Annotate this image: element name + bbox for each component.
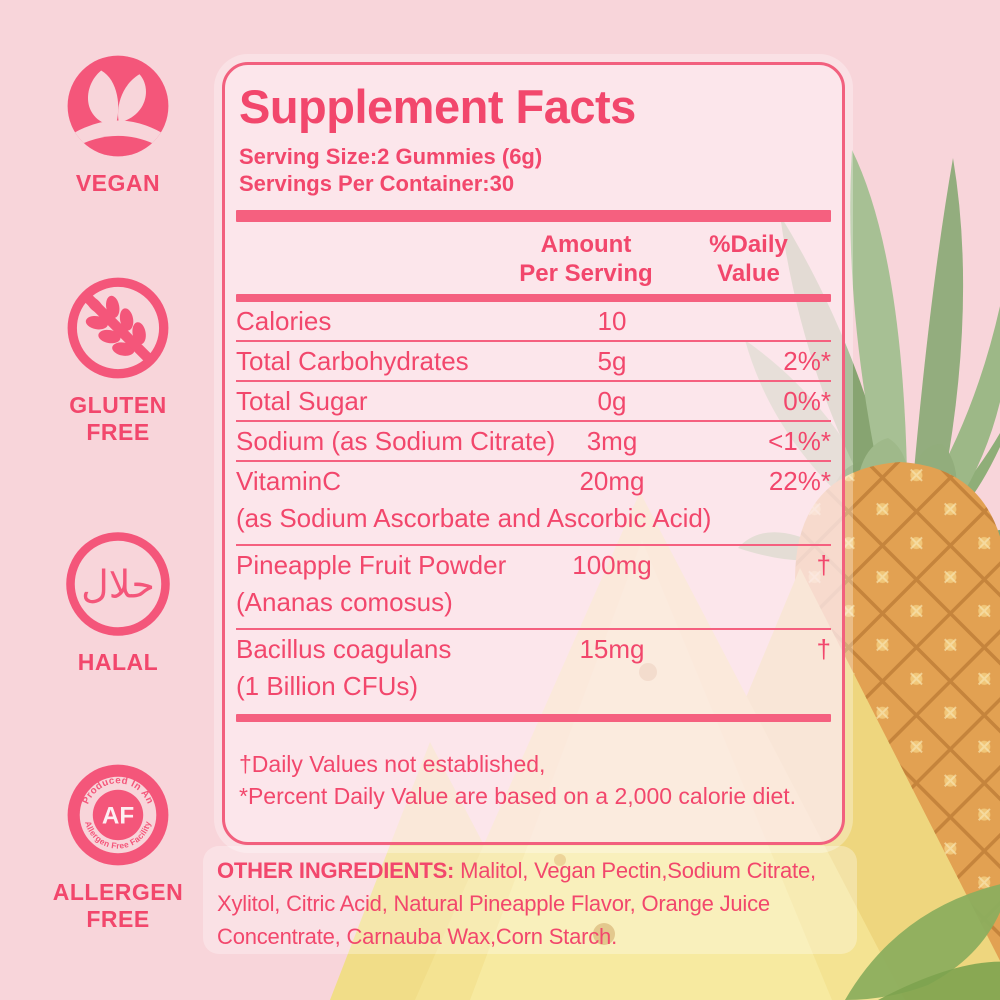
allergen-free-seal-icon: Produced In An Allergen Free Facility AF: [67, 764, 169, 866]
nutrient-amount: 5g: [597, 346, 627, 376]
badge-allergen-free: Produced In An Allergen Free Facility AF…: [33, 759, 203, 933]
header-spacer: [236, 230, 506, 288]
nutrient-amount: 0g: [597, 386, 627, 416]
nutrient-name: Calories: [236, 306, 332, 336]
header-daily-value: %Daily Value: [666, 230, 831, 288]
nutrient-daily-value: 0%*: [783, 386, 831, 416]
badge-vegan: VEGAN: [33, 50, 203, 197]
badge-allergen-free-line1: ALLERGEN: [52, 879, 184, 905]
nutrient-daily-value: †: [816, 550, 831, 580]
badge-halal-label: HALAL: [77, 649, 159, 675]
nutrient-name: Bacillus coagulans: [236, 634, 452, 664]
badge-allergen-free-line2: FREE: [86, 906, 150, 932]
nutrient-row: Pineapple Fruit Powder (Ananas comosus) 10…: [236, 546, 831, 630]
nutrient-daily-value: 2%*: [783, 346, 831, 376]
serving-info: Serving Size:2 Gummies (6g) Servings Per…: [239, 143, 842, 197]
pineapple-leaf: [845, 884, 1000, 1000]
divider-bar-top: [236, 210, 831, 222]
other-ingredients-label: OTHER INGREDIENTS:: [217, 858, 455, 883]
nutrient-row: Bacillus coagulans (1 Billion CFUs) 15mg †: [236, 630, 831, 714]
header-amount-line2: Per Serving: [519, 260, 653, 287]
supplement-facts-panel: Supplement Facts Serving Size:2 Gummies …: [222, 62, 845, 845]
badge-gluten-free-label: GLUTEN FREE: [33, 392, 203, 446]
nutrient-row: Total Sugar 0g 0%*: [236, 382, 831, 422]
seal-center-text: AF: [102, 802, 134, 829]
nutrient-name: VitaminC: [236, 466, 342, 496]
footnote-percent: *Percent Daily Value are based on a 2,00…: [239, 783, 797, 809]
badge-halal: حلال HALAL: [33, 527, 203, 676]
nutrient-row: Calories 10: [236, 302, 831, 342]
nutrient-daily-value: <1%*: [768, 426, 831, 456]
nutrient-row: Sodium (as Sodium Citrate) 3mg <1%*: [236, 422, 831, 462]
servings-per-container: Servings Per Container:30: [239, 171, 515, 196]
header-amount: Amount Per Serving: [506, 230, 666, 288]
panel-title: Supplement Facts: [239, 80, 636, 133]
badge-gluten-free-line2: FREE: [86, 419, 150, 445]
nutrient-name: Total Sugar: [236, 386, 368, 416]
nutrient-daily-value: †: [816, 634, 831, 664]
divider-bar-bottom: [236, 714, 831, 722]
halal-arabic-text: حلال: [81, 562, 155, 606]
nutrient-row: VitaminC (as Sodium Ascorbate and Ascorbi…: [236, 462, 831, 546]
nutrient-amount: 3mg: [586, 426, 638, 456]
leaf-sprout-icon: [67, 55, 169, 157]
nutrient-amount: 20mg: [579, 466, 645, 496]
nutrient-subname: (1 Billion CFUs): [236, 671, 419, 701]
footnote-daily-values: †Daily Values not established,: [239, 751, 546, 777]
nutrient-row: Total Carbohydrates 5g 2%*: [236, 342, 831, 382]
other-ingredients-text: OTHER INGREDIENTS: Malitol, Vegan Pectin…: [217, 854, 847, 953]
table-header: Amount Per Serving %Daily Value: [236, 230, 831, 288]
nutrient-daily-value: 22%*: [768, 466, 831, 496]
nutrient-amount: 15mg: [579, 634, 645, 664]
header-amount-line1: Amount: [540, 231, 632, 258]
halal-ring-icon: حلال: [66, 532, 170, 636]
other-ingredients-card: OTHER INGREDIENTS: Malitol, Vegan Pectin…: [203, 846, 857, 954]
other-ingredients-list: Malitol, Vegan Pectin,Sodium Citrate, Xy…: [217, 858, 816, 949]
header-dv-line1: %Daily: [709, 231, 788, 258]
nutrient-subname: (as Sodium Ascorbate and Ascorbic Acid): [236, 503, 712, 533]
nutrient-amount: 100mg: [572, 550, 652, 580]
nutrient-name: Pineapple Fruit Powder: [236, 550, 507, 580]
nutrient-name: Total Carbohydrates: [236, 346, 469, 376]
serving-size: Serving Size:2 Gummies (6g): [239, 144, 543, 169]
badge-allergen-free-label: ALLERGEN FREE: [33, 879, 203, 933]
nutrient-name: Sodium (as Sodium Citrate): [236, 426, 556, 456]
nutrient-rows: Calories 10 Total Carbohydrates 5g 2%* Total …: [236, 302, 831, 714]
badge-vegan-label: VEGAN: [75, 170, 161, 196]
header-dv-line2: Value: [717, 260, 780, 287]
nutrient-amount: 10: [597, 306, 627, 336]
footnotes: †Daily Values not established, *Percent …: [239, 748, 842, 812]
divider-bar-header: [236, 294, 831, 302]
crossed-wheat-icon: [67, 277, 169, 379]
badge-gluten-free: GLUTEN FREE: [33, 272, 203, 446]
nutrient-subname: (Ananas comosus): [236, 587, 453, 617]
badge-gluten-free-line1: GLUTEN: [69, 392, 167, 418]
